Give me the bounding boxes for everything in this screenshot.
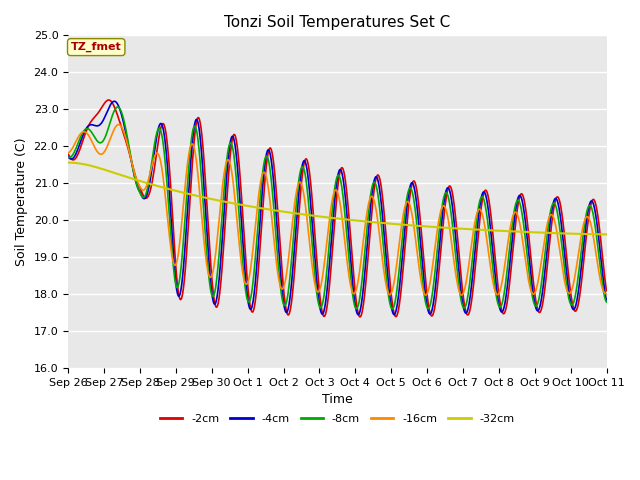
-2cm — [540, 297, 547, 302]
-8cm — [114, 104, 122, 110]
Y-axis label: Soil Temperature (C): Soil Temperature (C) — [15, 137, 28, 266]
-32cm — [244, 203, 252, 209]
-8cm — [422, 300, 429, 305]
-2cm — [244, 290, 252, 296]
-4cm — [492, 280, 500, 286]
-2cm — [184, 224, 192, 230]
-2cm — [356, 314, 364, 320]
-4cm — [110, 98, 118, 104]
-32cm — [421, 224, 429, 229]
Line: -8cm: -8cm — [68, 107, 607, 309]
-32cm — [184, 191, 192, 197]
X-axis label: Time: Time — [322, 393, 353, 406]
Line: -16cm: -16cm — [68, 125, 607, 295]
-8cm — [172, 279, 179, 285]
Text: TZ_fmet: TZ_fmet — [71, 42, 122, 52]
-16cm — [172, 263, 179, 268]
-4cm — [184, 195, 192, 201]
-16cm — [115, 122, 122, 128]
-4cm — [64, 154, 72, 160]
-8cm — [603, 299, 611, 305]
-4cm — [540, 282, 547, 288]
-32cm — [171, 188, 179, 193]
-4cm — [603, 298, 611, 303]
-2cm — [492, 263, 500, 269]
-8cm — [184, 170, 192, 176]
-2cm — [105, 97, 113, 103]
-2cm — [172, 255, 179, 261]
-16cm — [184, 155, 192, 161]
Line: -32cm: -32cm — [68, 163, 607, 234]
Line: -2cm: -2cm — [68, 100, 607, 317]
-8cm — [388, 306, 396, 312]
-2cm — [422, 277, 429, 283]
-4cm — [172, 274, 179, 279]
-8cm — [64, 155, 72, 160]
-16cm — [64, 150, 72, 156]
-32cm — [64, 160, 72, 166]
-2cm — [603, 288, 611, 294]
-16cm — [422, 292, 429, 298]
Legend: -2cm, -4cm, -8cm, -16cm, -32cm: -2cm, -4cm, -8cm, -16cm, -32cm — [156, 410, 519, 429]
-16cm — [492, 290, 500, 296]
-32cm — [539, 230, 547, 236]
-4cm — [244, 301, 252, 307]
Line: -4cm: -4cm — [68, 101, 607, 315]
-16cm — [540, 244, 547, 250]
-2cm — [64, 151, 72, 157]
-4cm — [422, 292, 429, 298]
-32cm — [492, 228, 499, 233]
-8cm — [244, 299, 252, 305]
-4cm — [355, 312, 362, 318]
-32cm — [603, 231, 611, 237]
-8cm — [540, 264, 547, 270]
-16cm — [421, 292, 429, 298]
-16cm — [244, 277, 252, 283]
-16cm — [603, 291, 611, 297]
Title: Tonzi Soil Temperatures Set C: Tonzi Soil Temperatures Set C — [224, 15, 451, 30]
-8cm — [492, 290, 500, 296]
